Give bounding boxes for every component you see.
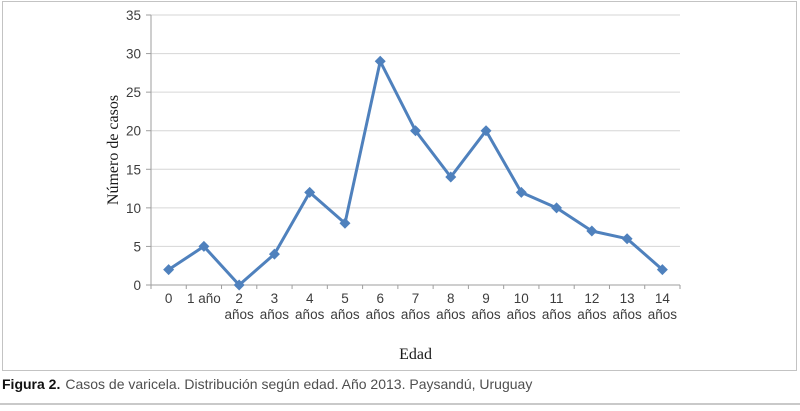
figure-caption-text: Casos de varicela. Distribución según ed… xyxy=(65,376,533,392)
y-axis-title: Número de casos xyxy=(105,95,122,205)
x-tick-label: 14 xyxy=(655,291,671,306)
y-tick-label: 15 xyxy=(126,162,141,177)
x-tick-label: 13 xyxy=(620,291,635,306)
data-point-marker xyxy=(374,55,386,67)
x-tick-label: 0 xyxy=(165,291,173,306)
data-point-marker xyxy=(268,248,280,260)
data-point-marker xyxy=(198,240,210,252)
x-tick-label: 6 xyxy=(376,291,384,306)
x-tick-label: 9 xyxy=(482,291,490,306)
data-point-marker xyxy=(304,186,316,198)
data-point-marker xyxy=(163,264,175,276)
data-point-marker xyxy=(515,186,527,198)
x-tick-label: 10 xyxy=(514,291,529,306)
x-axis-title: Edad xyxy=(399,346,432,363)
x-tick-label: años xyxy=(295,307,325,322)
x-tick-label: años xyxy=(542,307,572,322)
x-tick-label: años xyxy=(577,307,607,322)
y-tick-label: 35 xyxy=(126,8,141,23)
x-tick-label: años xyxy=(260,307,290,322)
x-tick-label: 11 xyxy=(550,291,564,306)
x-tick-label: 7 xyxy=(412,291,420,306)
data-point-marker xyxy=(586,225,598,237)
bottom-divider xyxy=(0,403,800,405)
data-point-marker xyxy=(410,125,421,137)
x-tick-label: años xyxy=(612,307,642,322)
figure-caption-label: Figura 2. xyxy=(2,376,61,392)
x-tick-label: años xyxy=(507,307,537,322)
x-tick-label: años xyxy=(366,307,396,322)
series-line xyxy=(167,59,664,287)
figure-caption: Figura 2. Casos de varicela. Distribución… xyxy=(2,376,792,392)
y-tick-label: 0 xyxy=(133,278,141,293)
x-tick-label: años xyxy=(330,307,360,322)
data-point-marker xyxy=(656,264,668,276)
x-tick-label: 4 xyxy=(306,291,314,306)
data-point-marker xyxy=(551,202,563,214)
data-point-marker xyxy=(233,279,245,291)
data-point-marker xyxy=(339,217,351,229)
x-tick-label: 8 xyxy=(447,291,455,306)
data-point-marker xyxy=(621,233,633,245)
x-tick-label: años xyxy=(436,307,466,322)
x-tick-label: 5 xyxy=(341,291,349,306)
x-tick-label: 12 xyxy=(584,291,599,306)
data-point-marker xyxy=(445,171,457,183)
data-point-marker xyxy=(480,125,492,137)
x-tick-label: 1 año xyxy=(187,291,221,306)
x-tick-label: años xyxy=(471,307,501,322)
x-tick-label: años xyxy=(648,307,678,322)
figure-panel: 0 5 10 15 20 25 30 35 0 1 año 2 años 3 años 4 años 5 años… xyxy=(2,1,797,371)
x-tick-label: 3 xyxy=(271,291,279,306)
y-tick-label: 10 xyxy=(126,201,141,216)
x-tick-label: 2 xyxy=(235,291,243,306)
y-tick-label: 25 xyxy=(126,85,141,100)
y-tick-label: 5 xyxy=(133,239,141,254)
x-tick-label: años xyxy=(401,307,431,322)
x-tick-label: años xyxy=(225,307,255,322)
y-tick-label: 20 xyxy=(126,124,141,139)
y-tick-label: 30 xyxy=(126,47,141,62)
